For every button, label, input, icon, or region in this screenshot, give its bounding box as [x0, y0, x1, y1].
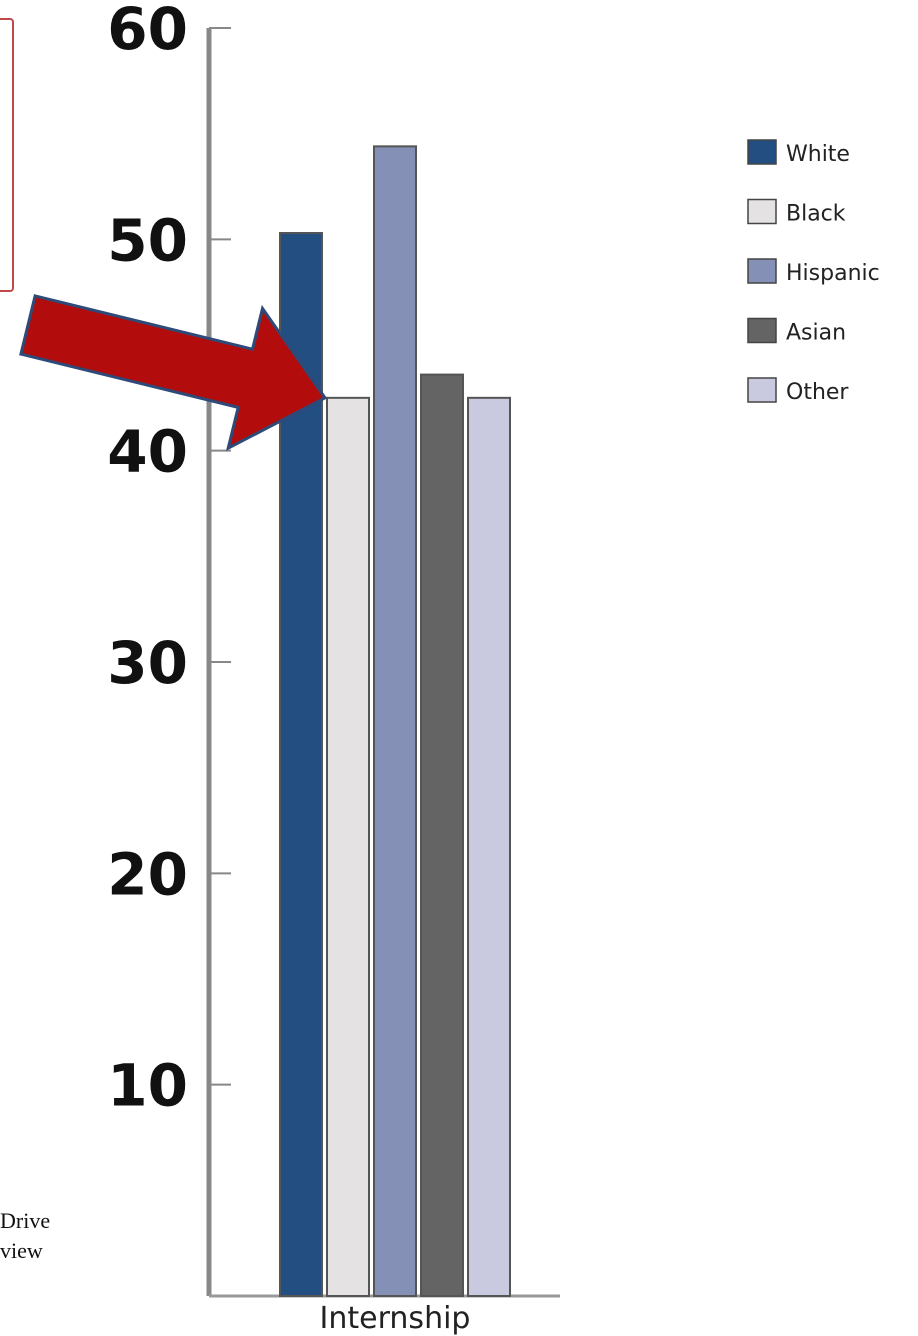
annotation-arrow	[19, 294, 328, 452]
cropped-text-line-1: Drive	[0, 1208, 51, 1233]
legend-swatch-hispanic	[747, 258, 777, 284]
legend-swatch-asian	[747, 317, 777, 344]
y-tick-label: 40	[107, 418, 188, 486]
cropped-callout-box	[0, 18, 14, 292]
legend-label-white: White	[786, 142, 850, 167]
y-tick-label: 10	[107, 1052, 188, 1120]
y-axis: 10 20 30 40 50 60	[107, 0, 560, 1298]
cropped-text-line-2: view	[0, 1238, 43, 1263]
red-arrow-icon	[19, 294, 328, 452]
bar-black	[326, 396, 370, 1298]
legend-label-asian: Asian	[786, 321, 846, 346]
legend-label-hispanic: Hispanic	[786, 261, 880, 286]
y-tick-label: 60	[107, 0, 188, 63]
bars	[279, 145, 511, 1298]
legend-label-black: Black	[786, 202, 846, 227]
x-axis-labels: Internship	[320, 1301, 471, 1336]
y-tick-label: 20	[107, 840, 188, 908]
y-tick-label: 50	[107, 206, 188, 274]
legend-label-other: Other	[786, 380, 849, 405]
bar-asian	[420, 373, 464, 1297]
legend: White Black Hispanic Asian Other	[747, 139, 880, 405]
bar-other	[467, 396, 511, 1298]
legend-swatch-white	[747, 139, 777, 165]
legend-swatch-black	[747, 198, 777, 225]
x-category-label: Internship	[320, 1301, 471, 1336]
bar-hispanic	[373, 145, 417, 1297]
legend-swatch-other	[747, 377, 777, 403]
y-tick-label: 30	[107, 629, 188, 697]
